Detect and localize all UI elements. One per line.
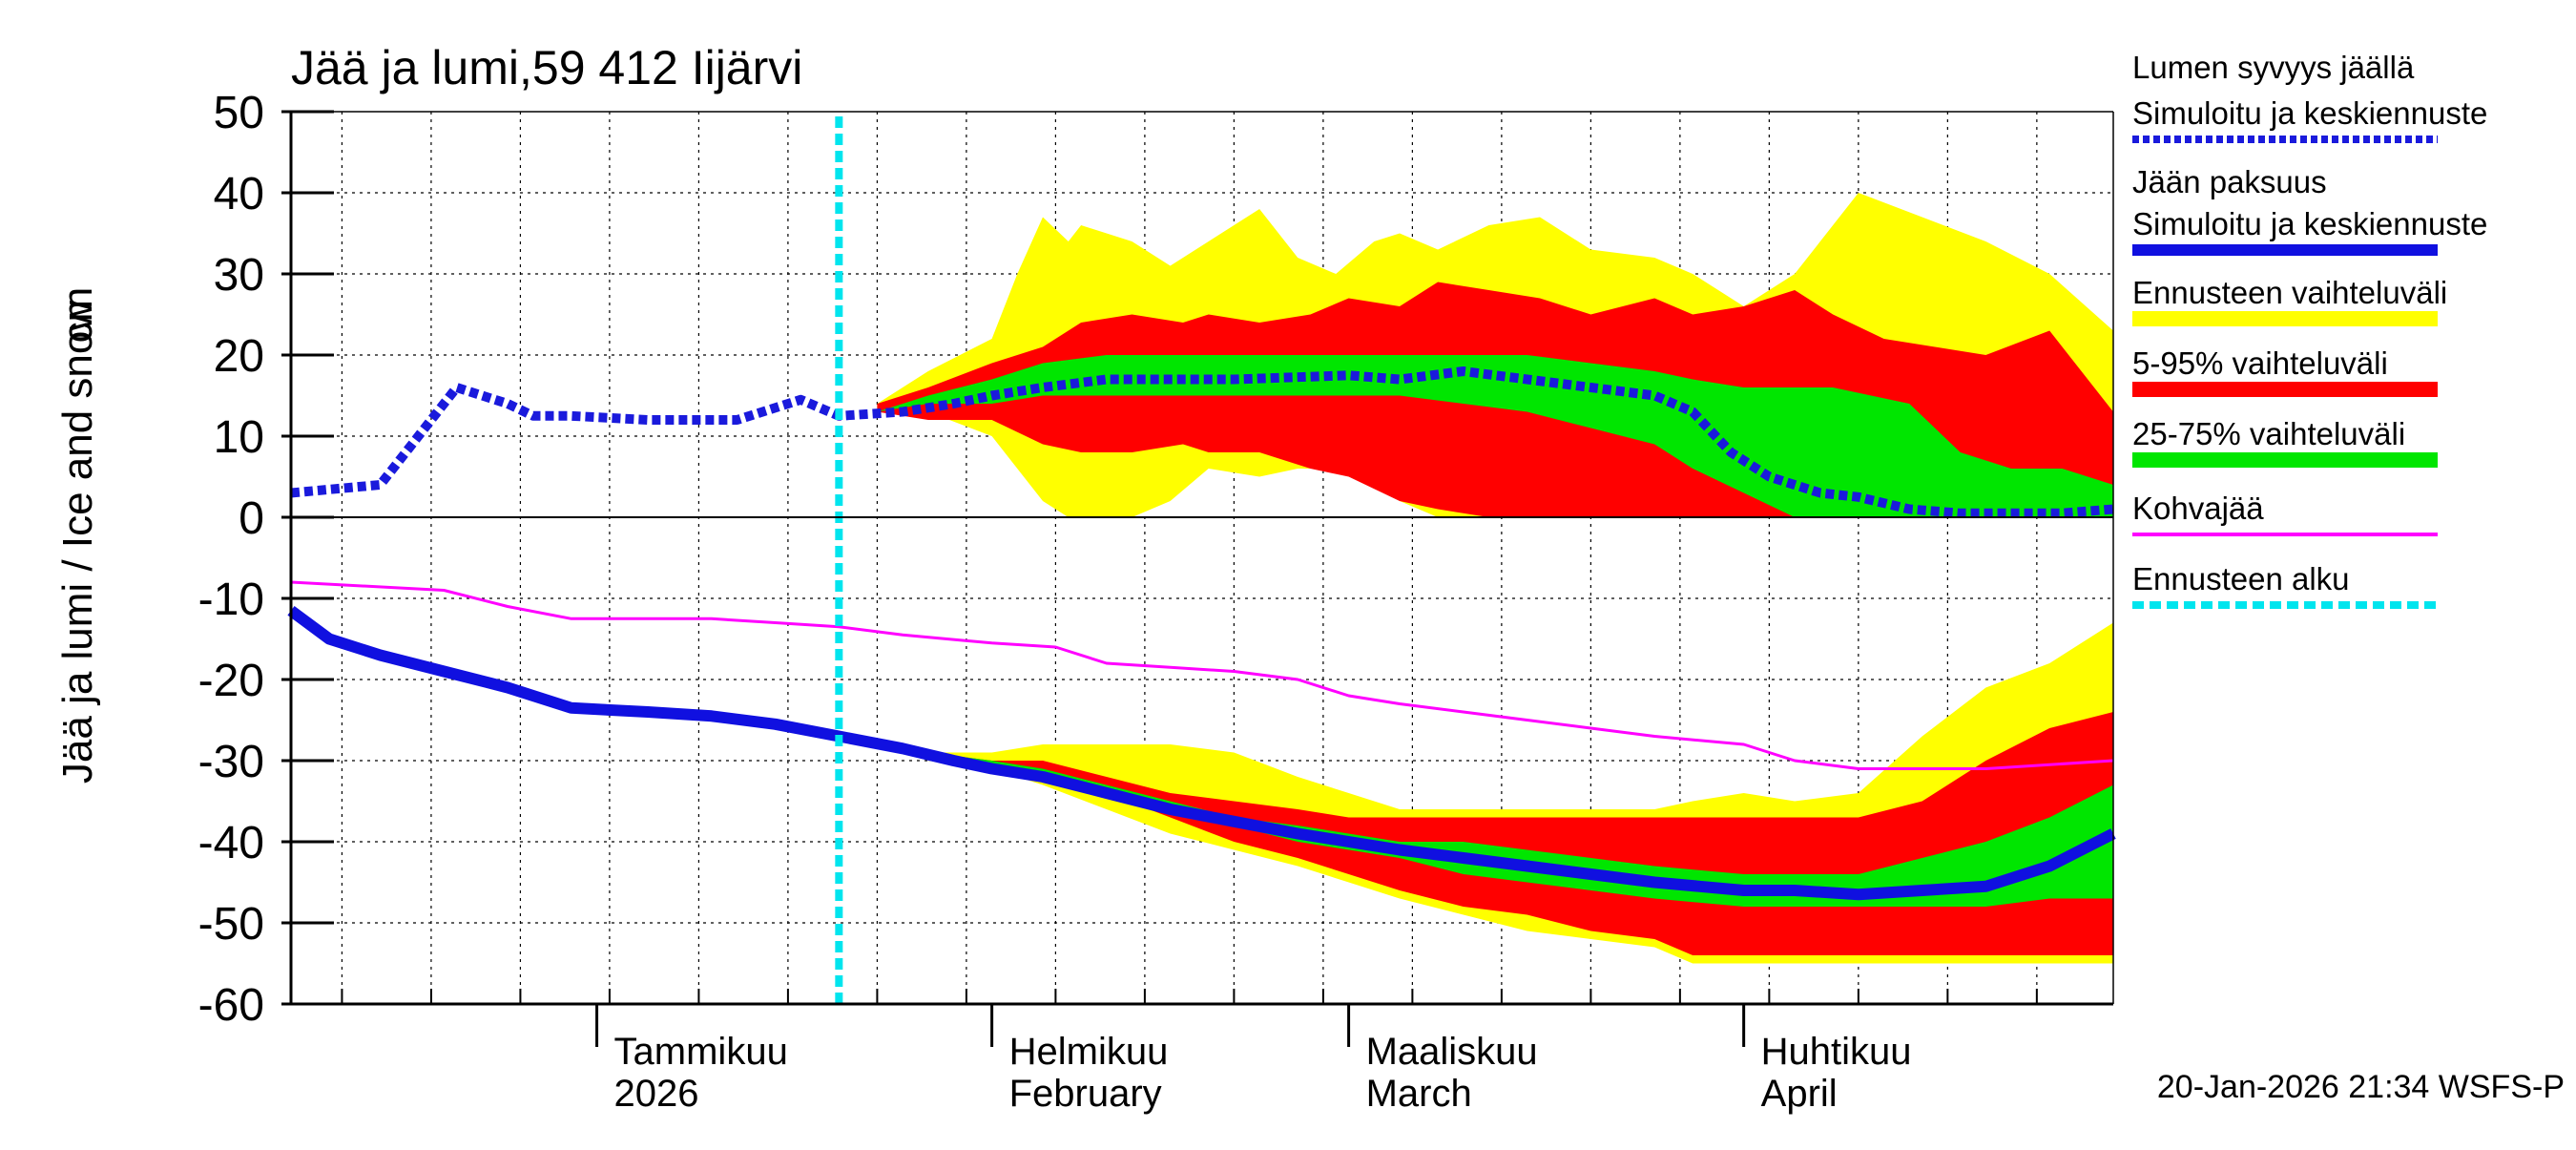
y-tick-label: 50 bbox=[214, 88, 264, 138]
series-slush_ice bbox=[290, 580, 2114, 770]
series-lines bbox=[287, 116, 2116, 1004]
axes: 50 40 30 20 10 0 -10 -20 -30 -40 -50 -60 Tammikuu202… bbox=[198, 88, 2114, 1115]
x-month-label-fi: Tammikuu bbox=[614, 1031, 788, 1073]
legend-label: 5-95% vaihteluväli bbox=[2132, 345, 2388, 381]
chart-title: Jää ja lumi,59 412 Iijärvi bbox=[291, 41, 802, 94]
band-ice_25_75 bbox=[927, 752, 2113, 907]
y-axis-label: Jää ja lumi / Ice and snow bbox=[54, 301, 101, 784]
y-tick-label: 0 bbox=[239, 493, 264, 544]
y-tick-label: -20 bbox=[198, 656, 264, 706]
y-tick-label: 30 bbox=[214, 250, 264, 301]
y-axis-unit: cm bbox=[54, 287, 101, 344]
y-tick-label: 20 bbox=[214, 331, 264, 382]
x-month-label-en: April bbox=[1761, 1073, 1838, 1115]
forecast-bands bbox=[877, 193, 2113, 964]
y-tick-label: 40 bbox=[214, 169, 264, 220]
legend-label: Simuloitu ja keskiennuste bbox=[2132, 206, 2487, 241]
y-tick-label: -10 bbox=[198, 575, 264, 625]
x-month-label-en: 2026 bbox=[614, 1073, 699, 1115]
y-tick-label: -60 bbox=[198, 980, 264, 1031]
legend-label: Jään paksuus bbox=[2132, 164, 2327, 199]
legend-label: Simuloitu ja keskiennuste bbox=[2132, 95, 2487, 131]
legend-label: 25-75% vaihteluväli bbox=[2132, 416, 2405, 451]
x-month-label-en: March bbox=[1366, 1073, 1472, 1115]
x-month-label-fi: Huhtikuu bbox=[1761, 1031, 1912, 1073]
legend-label: Lumen syvyys jäällä bbox=[2132, 50, 2415, 85]
x-month-label-fi: Helmikuu bbox=[1009, 1031, 1169, 1073]
legend-label: Kohvajää bbox=[2132, 491, 2264, 526]
series-ice_thickness bbox=[287, 605, 2116, 901]
y-tick-label: -40 bbox=[198, 818, 264, 868]
y-tick-label: -30 bbox=[198, 737, 264, 787]
series-snow_depth bbox=[290, 366, 2114, 518]
y-tick-label: -50 bbox=[198, 899, 264, 950]
legend-label: Ennusteen alku bbox=[2132, 561, 2350, 596]
legend-label: Ennusteen vaihteluväli bbox=[2132, 275, 2447, 310]
x-month-label-fi: Maaliskuu bbox=[1366, 1031, 1538, 1073]
legend: Lumen syvyys jäällä Simuloitu ja keskienn… bbox=[2132, 50, 2487, 609]
x-month-label-en: February bbox=[1009, 1073, 1162, 1115]
y-tick-label: 10 bbox=[214, 412, 264, 463]
footer-timestamp: 20-Jan-2026 21:34 WSFS-P bbox=[2157, 1069, 2565, 1105]
band-snow_25_75 bbox=[877, 355, 2113, 517]
